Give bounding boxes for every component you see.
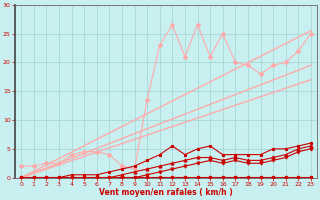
X-axis label: Vent moyen/en rafales ( km/h ): Vent moyen/en rafales ( km/h ) xyxy=(99,188,233,197)
